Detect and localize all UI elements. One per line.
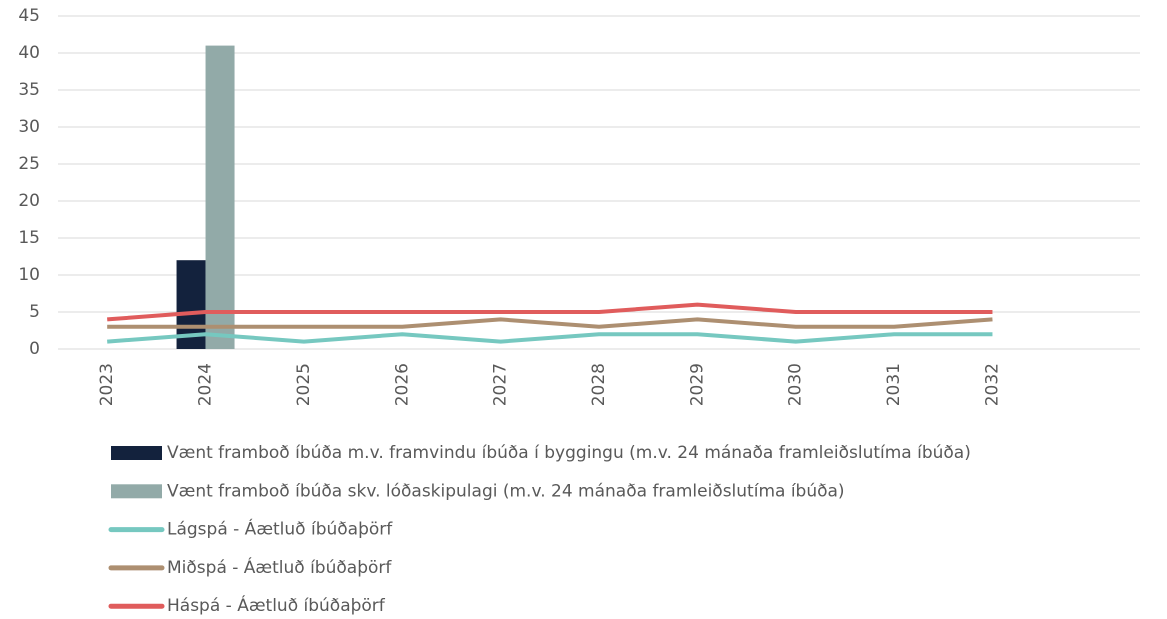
x-tick-label: 2029 [687,363,707,406]
y-tick-label: 10 [18,265,40,285]
y-tick-label: 35 [18,80,40,100]
y-tick-label: 45 [18,6,40,26]
line-series [107,317,993,329]
y-tick-label: 40 [18,43,40,63]
x-tick-label: 2032 [982,363,1002,406]
legend-swatch [111,484,162,499]
x-tick-label: 2028 [589,363,609,406]
legend-swatch [111,446,162,460]
x-tick-label: 2031 [884,363,904,406]
legend-label: Vænt framboð íbúða skv. lóðaskipulagi (m… [167,481,845,501]
x-tick-label: 2024 [196,363,216,406]
legend-label: Vænt framboð íbúða m.v. framvindu íbúða … [167,443,971,463]
line-series [107,302,993,322]
y-tick-label: 5 [29,302,40,322]
legend-label: Lágspá - Áætluð íbúðaþörf [167,518,393,540]
x-tick-label: 2026 [392,363,412,406]
line-series [107,332,993,344]
y-tick-label: 20 [18,191,40,211]
y-tick-label: 0 [29,339,40,359]
x-tick-label: 2025 [294,363,314,406]
y-tick-label: 15 [18,228,40,248]
x-tick-label: 2023 [97,363,117,406]
y-tick-label: 30 [18,117,40,137]
legend-label: Miðspá - Áætluð íbúðaþörf [167,556,392,578]
y-tick-label: 25 [18,154,40,174]
legend-label: Háspá - Áætluð íbúðaþörf [167,594,386,616]
x-tick-label: 2027 [491,363,511,406]
x-tick-label: 2030 [786,363,806,406]
bar [205,45,235,349]
